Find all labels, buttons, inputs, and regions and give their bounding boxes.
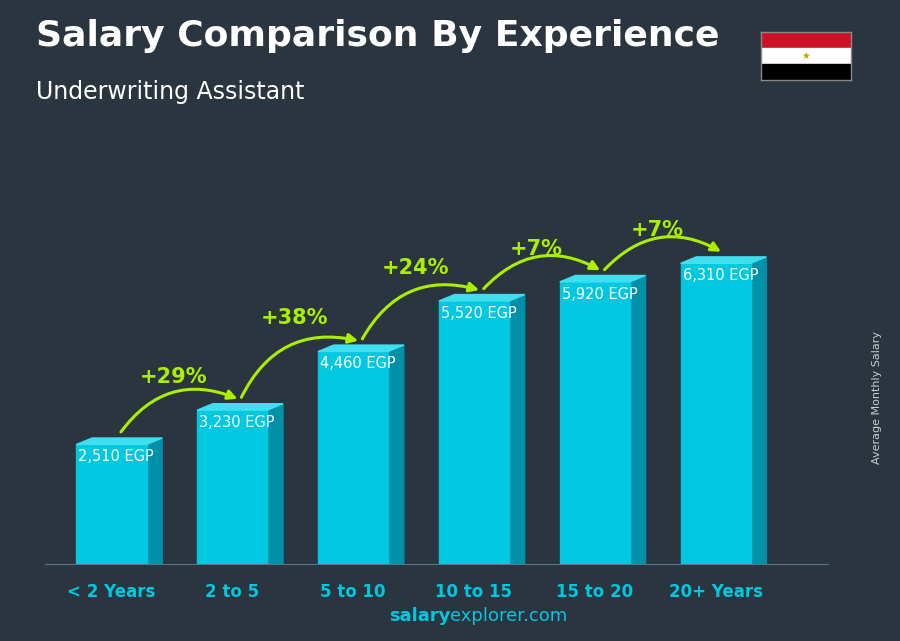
Text: 2,510 EGP: 2,510 EGP [78, 449, 154, 464]
Text: +24%: +24% [382, 258, 449, 278]
Text: 5,520 EGP: 5,520 EGP [441, 306, 517, 320]
Text: +29%: +29% [140, 367, 208, 387]
Text: 3,230 EGP: 3,230 EGP [199, 415, 274, 430]
Bar [680, 263, 751, 564]
Text: 6,310 EGP: 6,310 EGP [682, 268, 758, 283]
Polygon shape [439, 294, 525, 301]
Text: ★: ★ [801, 51, 810, 61]
Bar [76, 444, 147, 564]
Polygon shape [751, 257, 767, 564]
Polygon shape [680, 257, 767, 263]
Polygon shape [509, 294, 525, 564]
Text: salary: salary [389, 607, 450, 625]
Bar [560, 282, 630, 564]
Text: Average Monthly Salary: Average Monthly Salary [872, 331, 883, 464]
Bar [760, 32, 850, 48]
Bar [760, 64, 850, 80]
Bar [439, 301, 509, 564]
Text: 5,920 EGP: 5,920 EGP [562, 287, 637, 302]
Bar [318, 351, 388, 564]
Text: Salary Comparison By Experience: Salary Comparison By Experience [36, 19, 719, 53]
Text: 4,460 EGP: 4,460 EGP [320, 356, 396, 371]
Bar [197, 410, 267, 564]
Polygon shape [76, 438, 162, 444]
Polygon shape [560, 276, 645, 282]
Polygon shape [388, 345, 404, 564]
Polygon shape [197, 404, 283, 410]
Text: +38%: +38% [261, 308, 328, 328]
Text: explorer.com: explorer.com [450, 607, 567, 625]
Polygon shape [267, 404, 283, 564]
Polygon shape [318, 345, 404, 351]
Polygon shape [147, 438, 162, 564]
Text: Underwriting Assistant: Underwriting Assistant [36, 80, 304, 104]
Polygon shape [630, 276, 645, 564]
Text: +7%: +7% [509, 239, 562, 259]
Text: +7%: +7% [631, 221, 683, 240]
Bar [760, 48, 850, 64]
